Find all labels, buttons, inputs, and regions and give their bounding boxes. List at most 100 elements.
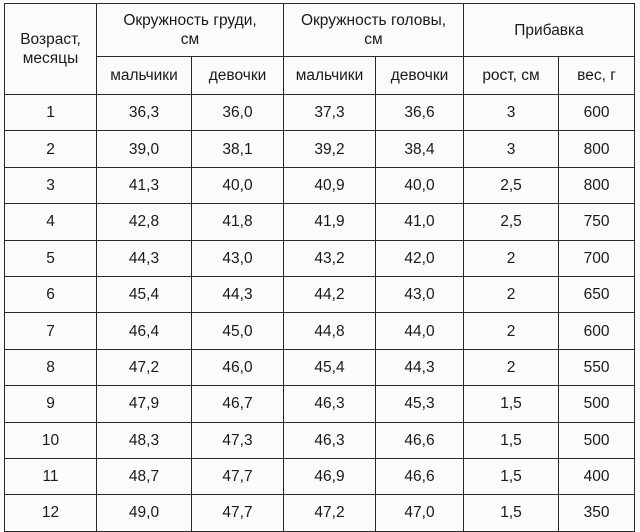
height-gain-cell: 1,5	[463, 457, 560, 496]
height-gain-cell: 1,5	[463, 494, 560, 532]
growth-table: Возраст, месяцы Окружность груди, см Окр…	[4, 3, 636, 532]
table-header: Возраст, месяцы Окружность груди, см Окр…	[4, 3, 636, 95]
weight-gain-cell: 500	[558, 385, 636, 423]
height-gain-cell: 2	[463, 275, 560, 314]
weight-gain-cell: 500	[558, 421, 636, 459]
table-row: 7 46,4 45,0 44,8 44,0 2 600	[4, 312, 636, 350]
head-boys-cell: 44,8	[283, 312, 376, 350]
table-row: 9 47,9 46,7 46,3 45,3 1,5 500	[4, 385, 636, 423]
head-girls-cell: 44,3	[374, 348, 465, 387]
height-gain-cell: 2,5	[463, 203, 560, 241]
age-cell: 11	[4, 457, 97, 496]
header-row-sub: мальчики девочки мальчики девочки рост, …	[5, 56, 636, 95]
chest-boys-cell: 47,9	[96, 385, 192, 423]
head-boys-cell: 40,9	[283, 166, 376, 205]
chest-girls-cell: 36,0	[191, 93, 284, 132]
table-row: 1 36,3 36,0 37,3 36,6 3 600	[4, 93, 636, 132]
chest-boys-cell: 47,2	[96, 348, 192, 387]
chest-boys-cell: 46,4	[96, 312, 192, 350]
head-girls-cell: 47,0	[374, 494, 465, 532]
chest-boys-cell: 48,3	[96, 421, 192, 459]
table-body: 1 36,3 36,0 37,3 36,6 3 600 2 39,0 38,1 39,2 38,4 3 8…	[4, 93, 636, 532]
age-cell: 4	[4, 203, 97, 241]
age-cell: 3	[4, 166, 97, 205]
height-gain-cell: 1,5	[463, 421, 560, 459]
height-gain-cell: 2,5	[463, 166, 560, 205]
head-boys-cell: 45,4	[283, 348, 376, 387]
head-boys-cell: 41,9	[283, 203, 376, 241]
chest-girls-cell: 41,8	[191, 203, 284, 241]
height-gain-cell: 2	[463, 348, 560, 387]
header-row-top: Возраст, месяцы Окружность груди, см Окр…	[4, 3, 636, 95]
head-girls-cell: 36,6	[374, 93, 465, 132]
weight-gain-cell: 800	[558, 166, 636, 205]
chest-boys-cell: 41,3	[96, 166, 192, 205]
weight-gain-cell: 600	[558, 93, 636, 132]
chest-boys-cell: 44,3	[96, 239, 192, 277]
head-girls-cell: 42,0	[374, 239, 465, 277]
weight-gain-cell: 800	[558, 130, 636, 168]
head-girls-cell: 46,6	[374, 421, 465, 459]
chest-girls-cell: 47,3	[191, 421, 284, 459]
height-gain-cell: 3	[463, 93, 560, 132]
table-row: 11 48,7 47,7 46,9 46,6 1,5 400	[4, 457, 636, 496]
age-column-header: Возраст, месяцы	[4, 3, 97, 95]
table-row: 6 45,4 44,3 44,2 43,0 2 650	[4, 275, 636, 314]
weight-gain-cell: 600	[558, 312, 636, 350]
weight-gain-cell: 550	[558, 348, 636, 387]
height-gain-cell: 2	[463, 239, 560, 277]
height-gain-cell: 3	[463, 130, 560, 168]
age-cell: 7	[4, 312, 97, 350]
head-girls-cell: 41,0	[374, 203, 465, 241]
height-gain-cell: 1,5	[463, 385, 560, 423]
age-cell: 2	[4, 130, 97, 168]
head-group-header: Окружность головы, см	[282, 3, 465, 57]
age-cell: 6	[4, 275, 97, 314]
height-gain-cell: 2	[463, 312, 560, 350]
head-girls-cell: 38,4	[374, 130, 465, 168]
age-cell: 5	[4, 239, 97, 277]
chest-girls-cell: 47,7	[191, 494, 284, 532]
age-cell: 10	[4, 421, 97, 459]
height-gain-header: рост, см	[463, 56, 560, 95]
head-boys-cell: 46,3	[283, 385, 376, 423]
chest-girls-cell: 47,7	[191, 457, 284, 496]
chest-boys-header: мальчики	[96, 56, 192, 95]
table-row: 5 44,3 43,0 43,2 42,0 2 700	[4, 239, 636, 277]
chest-girls-cell: 38,1	[191, 130, 284, 168]
gain-group-header: Прибавка	[463, 3, 636, 57]
table-row: 12 49,0 47,7 47,2 47,0 1,5 350	[4, 494, 636, 532]
head-header-line2: см	[364, 31, 383, 48]
table-row: 2 39,0 38,1 39,2 38,4 3 800	[4, 130, 636, 168]
head-header-line1: Окружность головы,	[300, 12, 447, 29]
chest-girls-cell: 40,0	[191, 166, 284, 205]
chest-girls-cell: 43,0	[191, 239, 284, 277]
table-row: 3 41,3 40,0 40,9 40,0 2,5 800	[4, 166, 636, 205]
chest-header-line1: Окружность груди,	[123, 12, 257, 29]
head-girls-cell: 45,3	[374, 385, 465, 423]
chest-boys-cell: 48,7	[96, 457, 192, 496]
age-cell: 1	[4, 93, 97, 132]
head-boys-header: мальчики	[283, 56, 376, 95]
chest-header-line2: см	[180, 31, 200, 48]
head-boys-cell: 37,3	[283, 93, 376, 132]
chest-group-header: Окружность груди, см	[96, 3, 284, 57]
table-row: 8 47,2 46,0 45,4 44,3 2 550	[4, 348, 636, 387]
head-boys-cell: 46,3	[283, 421, 376, 459]
weight-gain-cell: 350	[558, 494, 636, 532]
chest-girls-cell: 46,7	[191, 385, 284, 423]
chest-boys-cell: 36,3	[96, 93, 192, 132]
age-header-line2: месяцы	[22, 50, 79, 67]
head-boys-cell: 39,2	[283, 130, 376, 168]
head-boys-cell: 47,2	[283, 494, 376, 532]
table-row: 10 48,3 47,3 46,3 46,6 1,5 500	[4, 421, 636, 459]
chest-boys-cell: 49,0	[96, 494, 192, 532]
weight-gain-cell: 700	[558, 239, 636, 277]
weight-gain-cell: 650	[558, 275, 636, 314]
head-girls-header: девочки	[374, 56, 465, 95]
head-boys-cell: 44,2	[283, 275, 376, 314]
weight-gain-cell: 750	[558, 203, 636, 241]
chest-boys-cell: 45,4	[96, 275, 192, 314]
head-girls-cell: 43,0	[374, 275, 465, 314]
